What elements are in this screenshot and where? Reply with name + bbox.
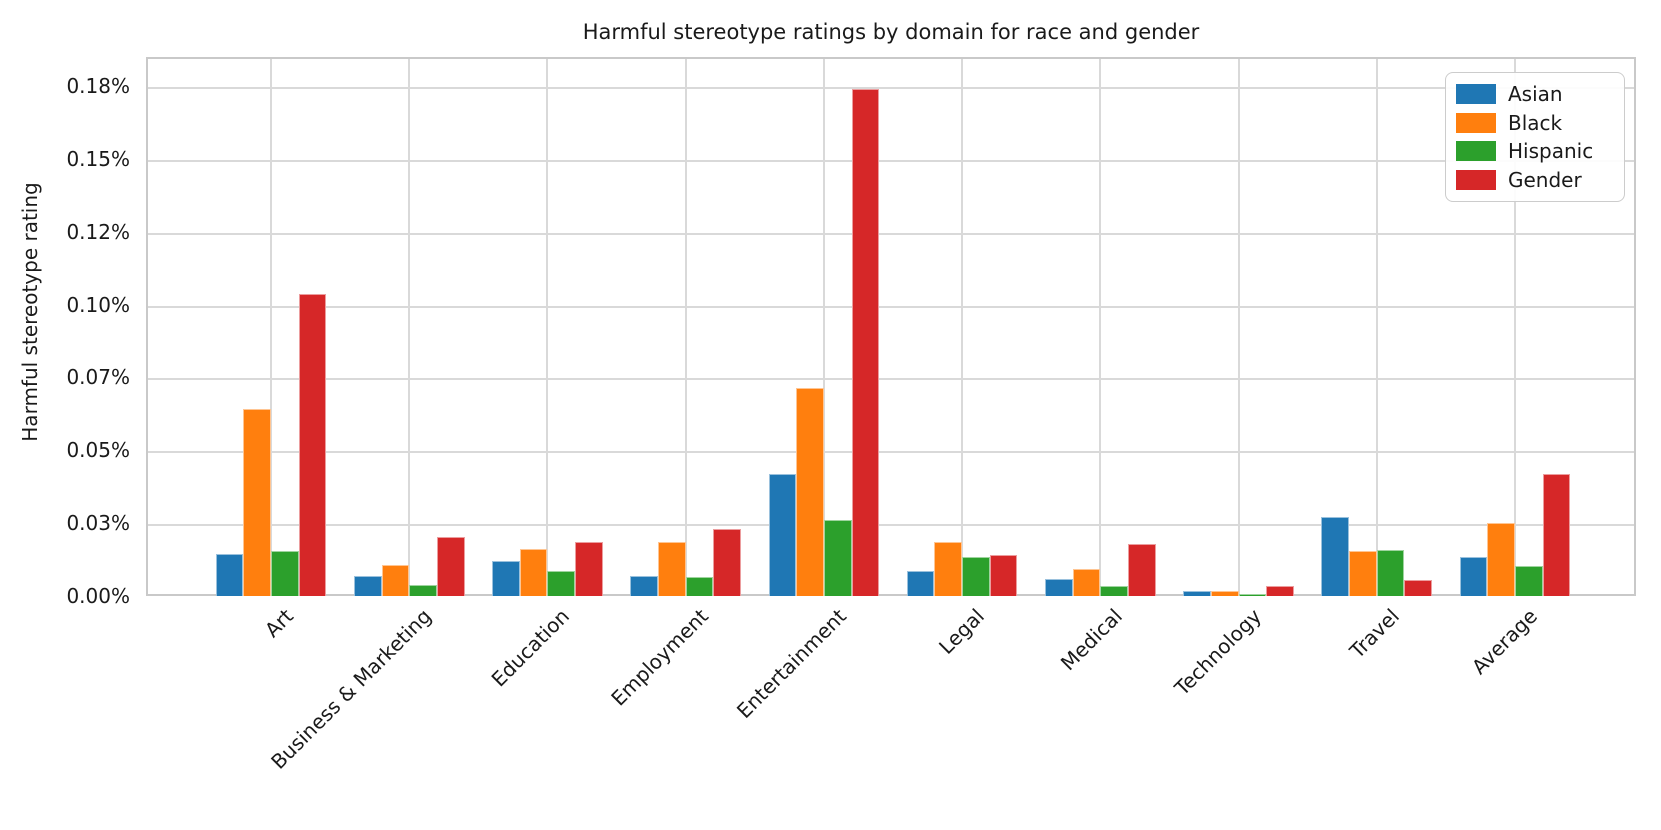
gridline-x-medical (1099, 59, 1102, 594)
y-tick-label-0.12%: 0.12% (66, 219, 130, 244)
legend-label-asian: Asian (1508, 82, 1563, 107)
bar-gender-travel (1404, 579, 1433, 596)
x-tick-label-education: Education (487, 604, 575, 692)
bar-black-average (1487, 522, 1515, 596)
gridline-x-employment (684, 59, 687, 594)
bar-gender-art (298, 294, 327, 596)
bar-black-medical (1072, 568, 1101, 596)
bar-black-technology (1210, 591, 1239, 596)
bar-asian-medical (1045, 578, 1073, 596)
gridline-x-average (1513, 59, 1516, 594)
bar-hispanic-education (547, 571, 576, 596)
legend-label-hispanic: Hispanic (1508, 139, 1594, 164)
x-tick-label-legal: Legal (934, 604, 990, 659)
bar-hispanic-medical (1100, 586, 1128, 596)
legend-swatch-asian (1456, 84, 1496, 105)
bar-asian-average (1459, 557, 1488, 596)
bar-gender-entertainment (851, 89, 880, 596)
legend-row-hispanic: Hispanic (1456, 139, 1614, 163)
bar-asian-art (215, 554, 244, 596)
legend-row-black: Black (1456, 111, 1614, 135)
bar-asian-legal (906, 571, 935, 596)
bar-gender-employment (713, 529, 741, 596)
x-tick-label-travel: Travel (1344, 604, 1404, 664)
bar-asian-education (492, 560, 520, 596)
y-tick-label-0.10%: 0.10% (66, 292, 130, 317)
gridline-x-technology (1237, 59, 1240, 594)
y-tick-label-0.05%: 0.05% (66, 438, 130, 463)
legend: Asian Black Hispanic Gender (1445, 72, 1625, 202)
bar-hispanic-technology (1238, 594, 1267, 596)
gridline-y-0.12% (148, 232, 1634, 235)
bar-gender-legal (989, 555, 1018, 596)
bar-hispanic-entertainment (823, 520, 852, 596)
bar-black-business-marketing (381, 564, 410, 596)
chart-title: Harmful stereotype ratings by domain for… (582, 20, 1200, 44)
legend-row-asian: Asian (1456, 82, 1614, 106)
legend-swatch-hispanic (1456, 141, 1496, 162)
x-tick-label-employment: Employment (606, 604, 713, 711)
x-tick-label-technology: Technology (1169, 604, 1266, 701)
gridline-x-entertainment (822, 59, 825, 594)
bar-gender-average (1542, 473, 1571, 596)
x-tick-label-entertainment: Entertainment (731, 604, 851, 724)
bar-hispanic-business-marketing (409, 584, 437, 596)
bar-gender-education (575, 541, 603, 596)
legend-label-black: Black (1508, 110, 1563, 135)
legend-row-gender: Gender (1456, 168, 1614, 192)
y-tick-label-0.07%: 0.07% (66, 365, 130, 390)
gridline-y-0.05% (148, 451, 1634, 454)
bar-asian-entertainment (768, 474, 797, 596)
gridline-y-0.15% (148, 159, 1634, 162)
y-tick-label-0.18%: 0.18% (66, 74, 130, 99)
bar-hispanic-legal (962, 557, 990, 596)
bar-black-art (243, 409, 271, 596)
bar-asian-business-marketing (353, 576, 382, 596)
x-tick-label-business-marketing: Business & Marketing (266, 604, 437, 774)
gridline-y-0.10% (148, 305, 1634, 308)
bar-hispanic-average (1514, 566, 1543, 596)
gridline-y-0.07% (148, 378, 1634, 381)
y-tick-label-0.15%: 0.15% (66, 146, 130, 171)
gridline-x-travel (1375, 59, 1378, 594)
bar-hispanic-art (271, 550, 299, 596)
y-axis-title: Harmful stereotype rating (18, 182, 42, 442)
x-tick-label-average: Average (1466, 604, 1542, 680)
bar-black-entertainment (796, 388, 824, 596)
bar-asian-technology (1183, 591, 1211, 596)
bar-gender-medical (1127, 544, 1156, 596)
y-tick-label-0.00%: 0.00% (66, 584, 130, 608)
legend-swatch-gender (1456, 169, 1496, 190)
gridline-x-legal (961, 59, 964, 594)
gridline-y-0.18% (148, 87, 1634, 90)
bar-black-education (519, 549, 548, 596)
plot-area (146, 57, 1636, 596)
bar-black-travel (1349, 550, 1377, 596)
gridline-y-0.03% (148, 524, 1634, 527)
gridline-x-education (546, 59, 549, 594)
gridline-x-art (270, 59, 272, 594)
legend-swatch-black (1456, 112, 1496, 133)
bar-asian-travel (1321, 517, 1350, 596)
bar-black-legal (934, 541, 963, 596)
legend-label-gender: Gender (1508, 167, 1582, 192)
x-tick-label-art: Art (259, 604, 298, 643)
y-tick-label-0.03%: 0.03% (66, 511, 130, 536)
bar-gender-business-marketing (436, 536, 465, 596)
bar-hispanic-employment (685, 577, 714, 596)
bar-asian-employment (630, 575, 659, 596)
bar-gender-technology (1266, 586, 1294, 596)
gridline-x-business-marketing (408, 59, 411, 594)
bar-hispanic-travel (1376, 549, 1405, 596)
bar-black-employment (658, 541, 686, 596)
